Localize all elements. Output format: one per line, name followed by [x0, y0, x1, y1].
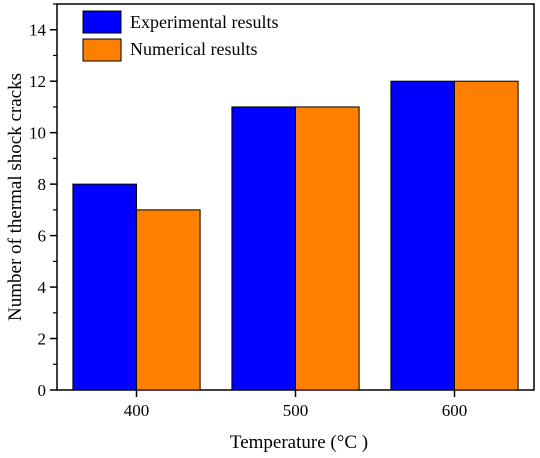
bar-numerical-results-400 — [136, 209, 201, 391]
y-tick-label: 4 — [38, 278, 47, 297]
y-axis: 0 2 4 6 8 10 12 14 — [29, 3, 57, 400]
bars-group — [72, 80, 519, 391]
bar-experimental-results-500 — [231, 106, 296, 391]
x-tick-label: 500 — [283, 401, 309, 420]
bar-numerical-results-500 — [295, 106, 360, 391]
legend: Experimental results Numerical results — [82, 10, 278, 62]
y-tick-label: 8 — [38, 175, 47, 194]
y-tick-label: 10 — [29, 124, 46, 143]
y-tick-label: 0 — [38, 381, 47, 400]
legend-label-experimental: Experimental results — [130, 12, 278, 32]
x-tick-label: 600 — [442, 401, 468, 420]
x-axis: 400 500 600 — [124, 390, 468, 420]
x-tick-label: 400 — [124, 401, 150, 420]
bar-numerical-results-600 — [454, 80, 519, 391]
bar-experimental-results-600 — [390, 80, 455, 391]
bar-experimental-results-400 — [72, 183, 137, 391]
y-tick-label: 6 — [38, 227, 47, 246]
plot-area: 0 2 4 6 8 10 12 14 400 500 600 — [29, 3, 535, 420]
y-tick-label: 12 — [29, 72, 46, 91]
x-axis-title: Temperature (°C ) — [230, 432, 368, 453]
y-axis-title: Number of thermal shock cracks — [5, 73, 26, 321]
legend-swatch-numerical — [82, 38, 122, 62]
y-tick-label: 2 — [38, 330, 47, 349]
y-tick-label: 14 — [29, 21, 47, 40]
legend-label-numerical: Numerical results — [130, 39, 257, 59]
legend-swatch-experimental — [82, 10, 122, 34]
